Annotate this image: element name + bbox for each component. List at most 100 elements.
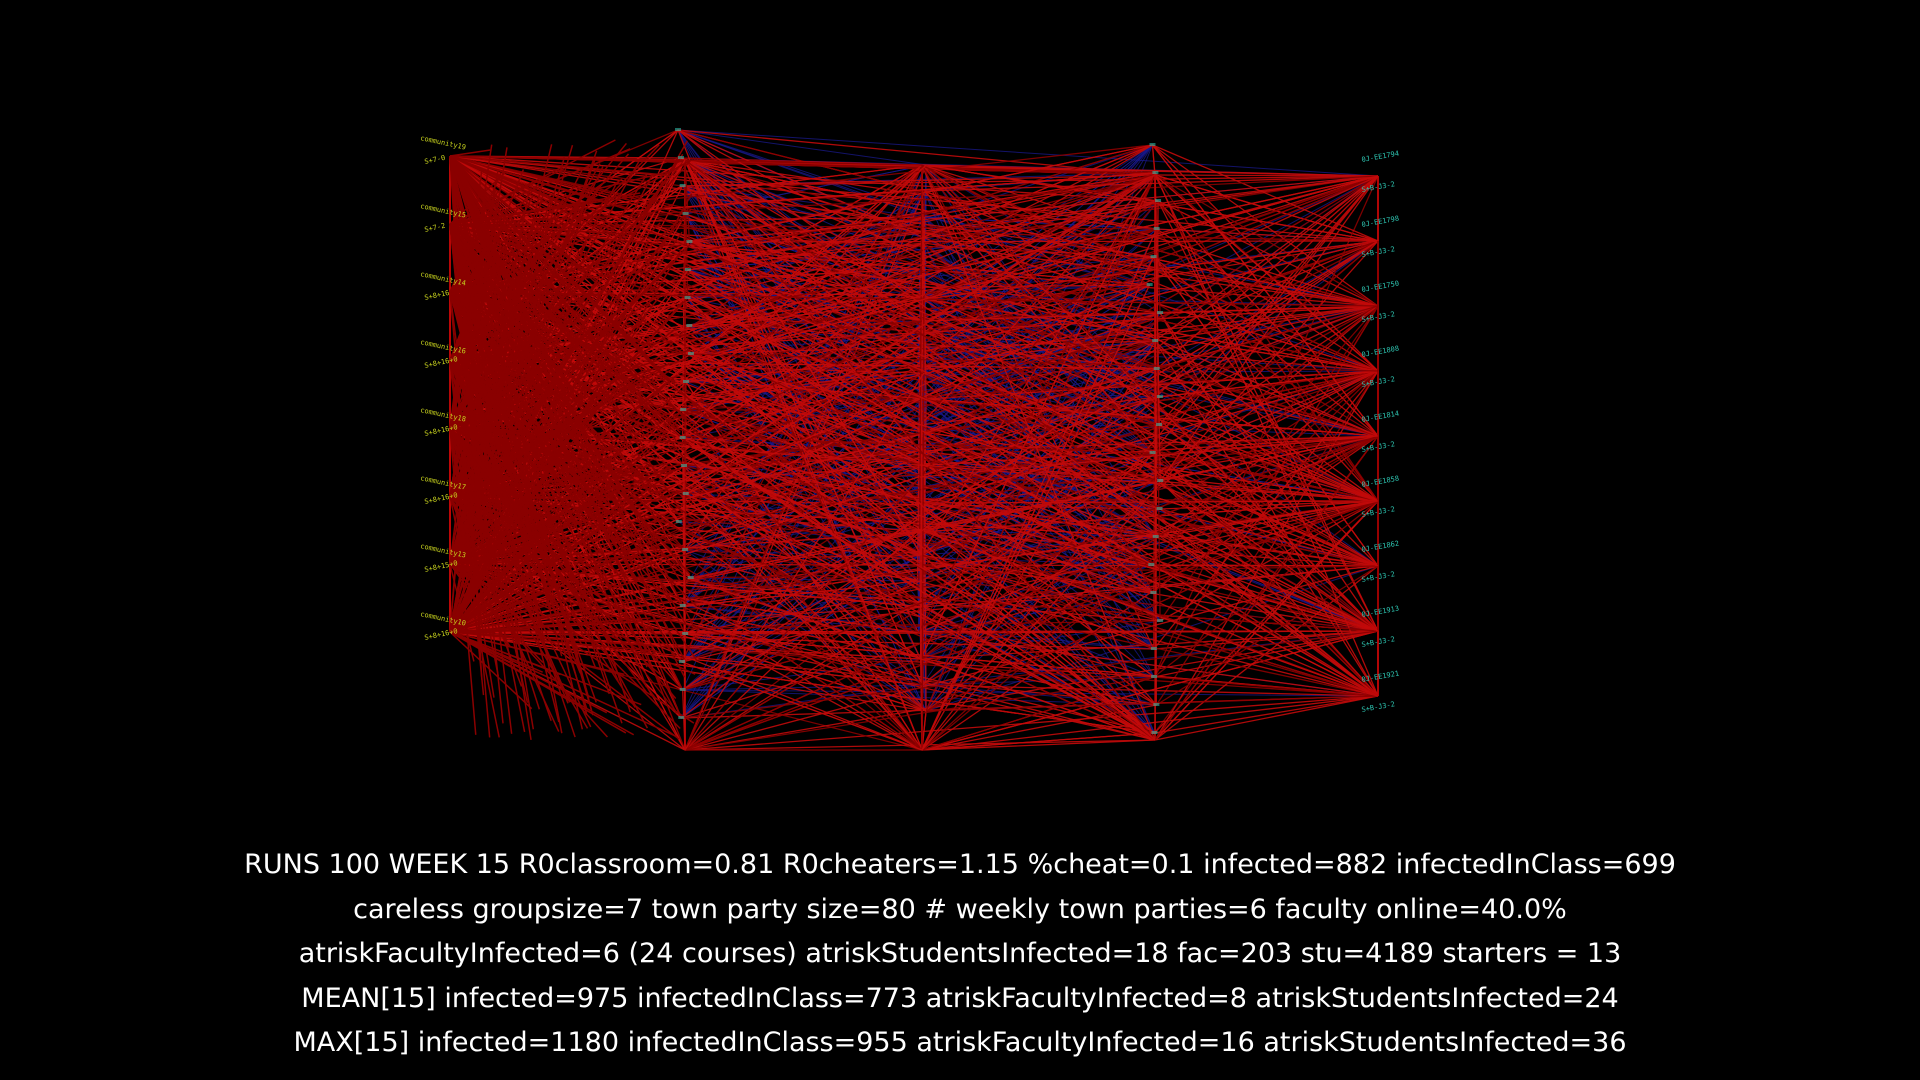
- infection-edge: [682, 437, 1379, 697]
- infection-edge: [449, 155, 596, 199]
- infection-edge: [449, 631, 608, 714]
- node-marker: [683, 380, 690, 383]
- infection-edge: [449, 172, 502, 293]
- infection-edge: [449, 500, 1379, 565]
- infection-edge: [925, 174, 1156, 712]
- course-label: 0J-EE1798: [1361, 215, 1400, 229]
- infection-edge: [449, 291, 1156, 741]
- infection-edge: [449, 631, 496, 634]
- infection-edge: [449, 267, 521, 293]
- infection-edge: [684, 695, 1379, 751]
- infection-edge: [921, 305, 1379, 322]
- infection-edge: [449, 427, 623, 489]
- infection-edge: [449, 563, 475, 662]
- infection-edge: [924, 502, 1379, 697]
- infection-edge: [1152, 452, 1379, 697]
- community-label: community19: [420, 134, 467, 151]
- infection-edge: [449, 223, 542, 333]
- infection-edge: [449, 223, 546, 543]
- infection-edge: [449, 291, 691, 575]
- infection-edge: [921, 739, 1156, 751]
- infection-edge: [449, 495, 627, 532]
- infection-edge: [685, 213, 1379, 437]
- infection-edge: [1159, 480, 1379, 632]
- infection-edge: [449, 186, 582, 293]
- infection-edge: [449, 563, 923, 686]
- infection-edge: [919, 435, 1379, 478]
- infection-edge: [449, 223, 573, 482]
- course-label: 0J-EE1750: [1361, 280, 1400, 294]
- infection-edge: [1159, 370, 1379, 398]
- node-marker: [1150, 591, 1157, 594]
- infection-edge: [449, 291, 678, 542]
- infection-edge: [449, 257, 491, 497]
- infection-edge: [449, 563, 696, 675]
- node-marker: [680, 408, 687, 411]
- infection-edge: [684, 372, 925, 751]
- node-marker: [678, 716, 685, 719]
- course-label: 0J-EE1794: [1361, 150, 1400, 164]
- infection-edge: [449, 359, 485, 696]
- infection-edge: [449, 294, 925, 429]
- infection-edge: [684, 500, 1379, 751]
- node-marker: [1153, 367, 1160, 370]
- infection-edge: [449, 335, 639, 429]
- course-code: S+B-J3-2: [1361, 700, 1396, 714]
- contact-edge: [682, 689, 1379, 697]
- infection-edge: [1154, 174, 1160, 426]
- infection-edge: [926, 695, 1379, 712]
- infection-edge: [449, 231, 683, 565]
- node-marker: [682, 632, 689, 635]
- node-marker: [1153, 703, 1160, 706]
- infection-edge: [449, 554, 692, 565]
- infection-edge: [449, 155, 667, 176]
- stats-line-runs: RUNS 100 WEEK 15 R0classroom=0.81 R0chea…: [244, 849, 1676, 880]
- infection-edge: [921, 554, 1379, 697]
- infection-edge: [449, 427, 571, 703]
- infection-edge: [449, 150, 598, 565]
- infection-edge: [449, 180, 664, 565]
- infection-edge: [449, 192, 657, 225]
- infection-edge: [449, 244, 691, 497]
- contact-edge: [687, 269, 919, 452]
- infection-edge: [921, 732, 1155, 751]
- infection-edge: [923, 190, 1379, 632]
- infection-edge: [680, 157, 1379, 437]
- infection-edge: [449, 148, 631, 225]
- infection-edge: [917, 580, 1379, 697]
- infection-edge: [449, 355, 585, 565]
- infection-edge: [684, 565, 1379, 751]
- infection-edge: [449, 251, 498, 429]
- contact-edge: [677, 129, 925, 218]
- infection-edge: [449, 548, 524, 565]
- infection-edge: [1158, 424, 1379, 502]
- course-label: 0J-EE1814: [1361, 410, 1400, 424]
- infection-edge: [1157, 200, 1379, 632]
- infection-edge: [449, 223, 575, 393]
- infection-edge: [449, 223, 1156, 741]
- infection-edge: [924, 500, 1379, 504]
- infection-edge: [449, 223, 486, 573]
- node-marker: [679, 436, 686, 439]
- infection-edge: [1154, 695, 1379, 741]
- infection-edge: [682, 437, 1379, 632]
- infection-edge: [1156, 228, 1379, 242]
- infection-edge: [449, 155, 1160, 426]
- infection-edge: [921, 695, 1379, 751]
- infection-edge: [449, 359, 602, 502]
- infection-edge: [1155, 305, 1379, 342]
- infection-edge: [449, 291, 491, 738]
- infection-edge: [687, 269, 1379, 567]
- infection-edge: [449, 393, 676, 633]
- infection-edge: [449, 396, 1161, 633]
- node-marker: [679, 688, 686, 691]
- infection-edge: [449, 175, 1379, 429]
- node-marker: [682, 548, 689, 551]
- stats-line-mean: MEAN[15] infected=975 infectedInClass=77…: [301, 982, 1619, 1014]
- infection-edge: [690, 174, 1156, 355]
- infection-edge: [682, 370, 1379, 691]
- infection-edge: [921, 164, 1150, 286]
- node-marker: [1157, 619, 1164, 622]
- infection-edge: [1153, 256, 1379, 502]
- infection-edge: [682, 435, 1379, 691]
